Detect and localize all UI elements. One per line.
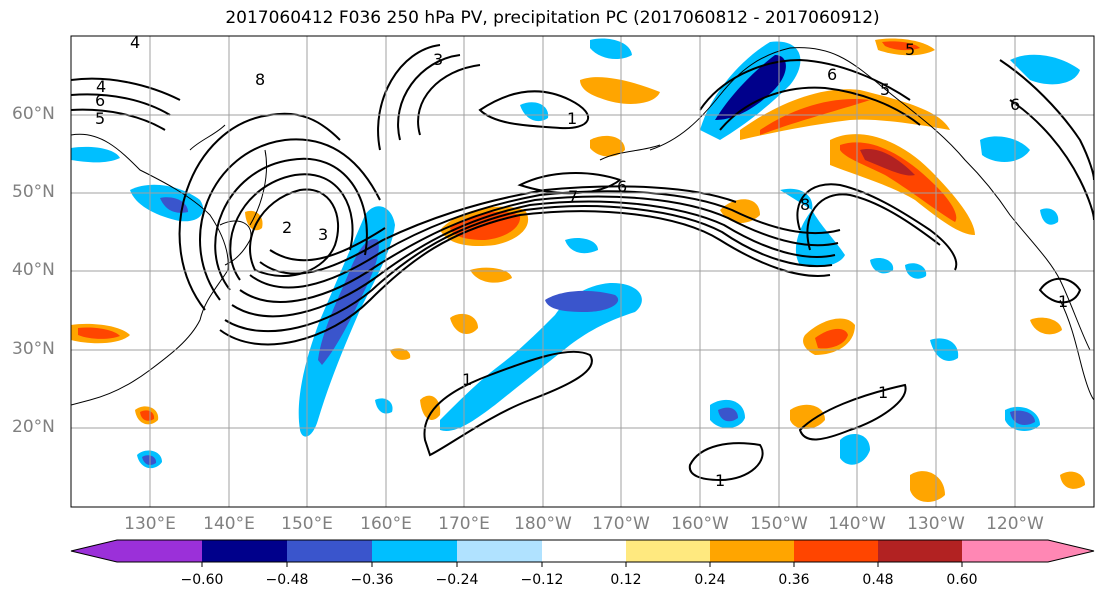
lon-label: 150°W <box>750 514 808 534</box>
colorbar-segment <box>287 540 372 562</box>
contour-label: 6 <box>1010 95 1020 114</box>
colorbar-segment <box>202 540 287 562</box>
contour-label: 6 <box>95 91 105 110</box>
contour-label: 3 <box>318 225 328 244</box>
colorbar-tick-label: −0.24 <box>435 572 479 588</box>
lon-label: 140°W <box>828 514 886 534</box>
colorbar-tick-label: −0.60 <box>180 572 224 588</box>
contour-label: 2 <box>282 218 292 237</box>
lon-label: 160°W <box>671 514 729 534</box>
lon-label: 170°W <box>592 514 650 534</box>
contour-label: 1 <box>878 383 888 402</box>
contour-label: 5 <box>905 40 915 59</box>
colorbar-segment <box>117 540 202 562</box>
colorbar-segment <box>626 540 710 562</box>
lon-label: 170°E <box>438 514 490 534</box>
colorbar-tick-label: −0.12 <box>520 572 564 588</box>
contour-label: 5 <box>880 80 890 99</box>
colorbar-segment <box>962 540 1048 562</box>
lon-label: 120°W <box>986 514 1044 534</box>
colorbar-extend-high <box>1048 540 1094 562</box>
colorbar-segment <box>542 540 626 562</box>
colorbar <box>70 539 1095 567</box>
contour-label: 5 <box>95 109 105 128</box>
colorbar-segment <box>710 540 794 562</box>
lat-label-40n: 40°N <box>12 260 55 280</box>
lon-label: 130°E <box>124 514 176 534</box>
lon-label: 160°E <box>360 514 412 534</box>
contour-label: 6 <box>617 177 627 196</box>
contour-label: 6 <box>827 65 837 84</box>
contour-label: 1 <box>567 109 577 128</box>
map-title: 2017060412 F036 250 hPa PV, precipitatio… <box>225 8 880 28</box>
colorbar-segment <box>372 540 457 562</box>
colorbar-tick-label: 0.36 <box>778 572 810 588</box>
lat-label-60n: 60°N <box>12 104 55 124</box>
pv-contours <box>71 44 1094 482</box>
colorbar-segment <box>457 540 542 562</box>
colorbar-segment <box>878 540 962 562</box>
contour-label: 7 <box>568 187 578 206</box>
colorbar-extend-low <box>71 540 117 562</box>
colorbar-tick-label: 0.48 <box>862 572 894 588</box>
contour-label: 8 <box>255 70 265 89</box>
contour-labels: 4 4 5 6 8 3 1 6 7 5 6 8 2 3 1 1 1 5 6 1 <box>95 33 1068 490</box>
colorbar-segment <box>794 540 878 562</box>
lon-label: 180°W <box>514 514 572 534</box>
contour-label: 8 <box>800 195 810 214</box>
colorbar-tick-label: −0.36 <box>350 572 394 588</box>
colorbar-tick-label: 0.60 <box>946 572 978 588</box>
map-frame <box>70 35 1095 508</box>
lat-label-20n: 20°N <box>12 417 55 437</box>
contour-label: 4 <box>130 33 140 52</box>
contour-label: 1 <box>715 471 725 490</box>
lat-label-50n: 50°N <box>12 182 55 202</box>
contour-label: 1 <box>1058 292 1068 311</box>
lat-label-30n: 30°N <box>12 339 55 359</box>
colorbar-tick-label: −0.48 <box>265 572 309 588</box>
colorbar-tick-label: 0.12 <box>610 572 642 588</box>
lon-label: 150°E <box>281 514 333 534</box>
gridlines <box>71 36 1094 507</box>
lon-label: 130°W <box>907 514 965 534</box>
lon-label: 140°E <box>203 514 255 534</box>
colorbar-tick-label: 0.24 <box>694 572 726 588</box>
contour-label: 4 <box>96 77 106 96</box>
contour-label: 1 <box>462 370 472 389</box>
contour-label: 3 <box>433 50 443 69</box>
